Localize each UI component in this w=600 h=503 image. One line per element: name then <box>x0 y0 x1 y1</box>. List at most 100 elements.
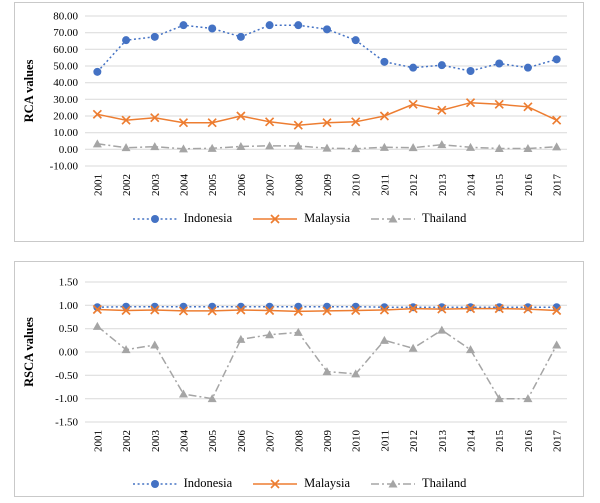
triangle-marker <box>466 345 476 354</box>
triangle-marker <box>379 142 389 151</box>
circle-marker <box>437 61 446 70</box>
x-axis-tick-label: 2001 <box>92 174 104 196</box>
x-marker <box>379 305 390 315</box>
triangle-marker <box>494 394 504 403</box>
circle-marker <box>150 479 159 488</box>
triangle-marker <box>388 214 398 222</box>
x-marker <box>408 99 418 109</box>
legend-line-sample <box>253 213 298 224</box>
circle-marker <box>409 63 418 72</box>
x-marker <box>437 105 447 115</box>
series-malaysia <box>92 98 562 130</box>
rca-legend: Indonesia Malaysia Thailand <box>15 211 583 226</box>
x-axis-tick-label: 2007 <box>265 174 277 197</box>
y-axis-tick-label: 1.00 <box>59 300 79 312</box>
x-marker <box>270 478 280 489</box>
circle-marker <box>208 302 217 311</box>
legend-item-malaysia: Malaysia <box>252 476 350 491</box>
triangle-marker <box>466 142 476 151</box>
x-axis-tick-label: 2004 <box>179 174 191 197</box>
x-marker <box>322 306 332 316</box>
y-axis-tick-label: 30.00 <box>53 94 78 106</box>
x-marker <box>494 99 504 109</box>
triangle-marker <box>150 340 160 349</box>
x-axis-tick-label: 2016 <box>523 430 535 453</box>
y-axis-tick-label: 50.00 <box>53 61 78 73</box>
x-marker <box>178 306 189 316</box>
x-axis-tick-label: 2010 <box>351 174 363 197</box>
circle-marker <box>466 67 475 75</box>
triangle-marker <box>236 334 246 343</box>
circle-marker <box>236 32 245 41</box>
x-marker <box>121 115 131 125</box>
y-axis-tick-label: 40.00 <box>53 77 78 89</box>
x-marker <box>351 117 361 127</box>
x-axis-tick-label: 2006 <box>236 174 248 197</box>
x-marker <box>207 306 217 316</box>
x-axis-tick-label: 2009 <box>322 174 334 197</box>
rsca-chart-panel: RSCA values 1.50 1.00 0.50 0.00 -0.50 -1.00 -1… <box>14 261 584 497</box>
x-axis-tick-label: 2012 <box>408 174 420 196</box>
x-axis-tick-label: 2005 <box>207 430 219 453</box>
x-marker <box>264 305 275 316</box>
x-axis-tick-label: 2014 <box>466 430 478 453</box>
x-axis-tick-label: 2008 <box>293 174 305 197</box>
legend-label: Malaysia <box>304 476 350 490</box>
x-axis-tick-label: 2001 <box>92 430 104 452</box>
y-axis-tick-label: -0.50 <box>55 370 78 382</box>
circle-marker <box>150 214 159 223</box>
x-marker <box>552 305 562 316</box>
triangle-marker <box>322 367 332 376</box>
triangle-marker <box>92 321 102 330</box>
x-marker <box>465 303 476 314</box>
circle-marker <box>93 67 102 76</box>
legend-item-indonesia: Indonesia <box>132 211 232 226</box>
circle-marker <box>409 303 418 312</box>
y-axis-tick-label: 0.50 <box>59 323 79 335</box>
x-marker <box>264 117 275 127</box>
legend-line-sample <box>371 214 415 222</box>
triangle-marker <box>523 394 533 403</box>
legend-label: Thailand <box>422 476 467 490</box>
x-axis-tick-label: 2009 <box>322 430 334 453</box>
y-axis-tick-label: 10.00 <box>53 127 78 139</box>
y-axis-tick-label: 0.00 <box>59 144 79 156</box>
x-marker <box>236 305 246 315</box>
triangle-marker <box>178 144 188 153</box>
triangle-marker <box>552 142 562 151</box>
x-axis-tick-label: 2015 <box>494 430 506 453</box>
triangle-marker <box>121 143 131 152</box>
x-marker <box>523 304 533 314</box>
triangle-marker <box>236 142 246 150</box>
x-marker <box>322 118 332 128</box>
circle-marker <box>150 32 159 41</box>
triangle-marker <box>92 139 102 148</box>
triangle-marker <box>388 479 398 487</box>
x-marker <box>270 213 280 224</box>
y-axis-tick-label: 70.00 <box>53 27 78 39</box>
x-axis-tick-label: 2017 <box>552 430 564 453</box>
circle-marker <box>323 25 331 34</box>
x-axis-tick-label: 2011 <box>379 174 391 196</box>
x-marker <box>236 111 246 121</box>
circle-marker <box>179 302 188 311</box>
y-axis-tick-label: 1.50 <box>59 277 79 289</box>
legend-line-sample <box>132 479 177 488</box>
triangle-marker <box>437 140 447 149</box>
x-axis-tick-label: 2007 <box>265 430 277 453</box>
series-indonesia <box>93 21 561 76</box>
circle-marker <box>122 36 131 45</box>
triangle-marker <box>178 389 188 398</box>
x-marker <box>465 98 476 108</box>
x-marker <box>494 303 504 314</box>
x-axis-tick-label: 2002 <box>121 174 133 196</box>
x-axis-tick-label: 2011 <box>379 430 391 452</box>
series-line <box>96 325 558 400</box>
x-axis-tick-label: 2005 <box>207 174 219 197</box>
x-marker <box>437 304 447 314</box>
x-marker <box>379 111 390 121</box>
legend-line-sample <box>371 479 415 487</box>
x-marker <box>207 118 217 128</box>
rca-y-axis-title: RCA values <box>22 59 36 122</box>
